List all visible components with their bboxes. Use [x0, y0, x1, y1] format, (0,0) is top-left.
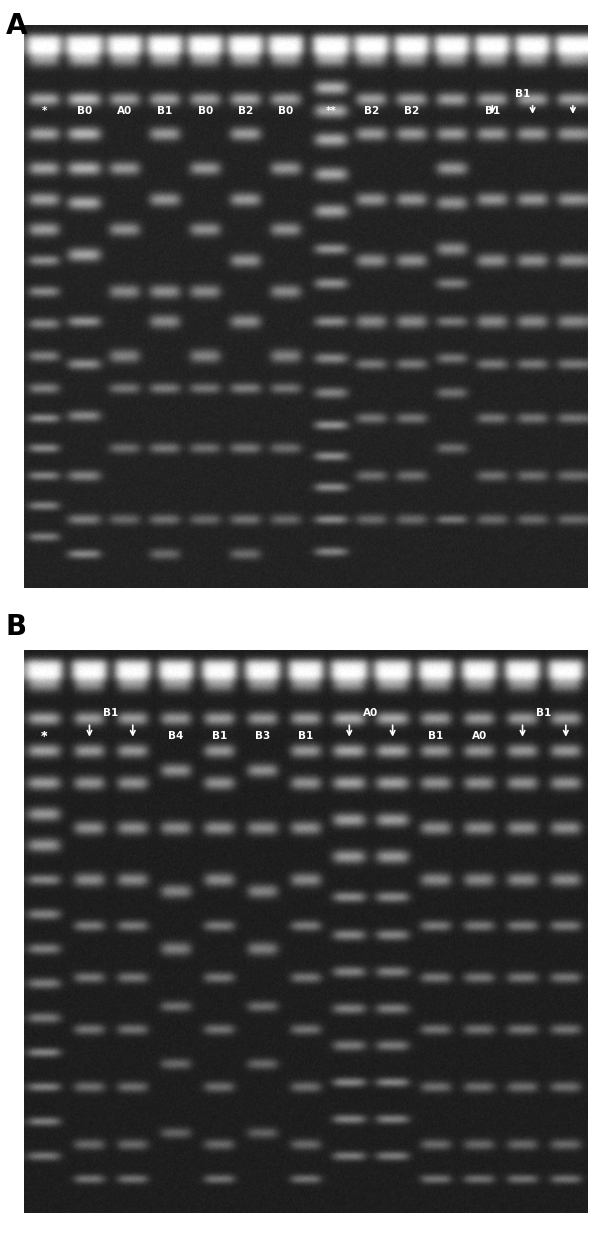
Text: B1: B1 — [515, 89, 530, 99]
Text: B: B — [6, 613, 27, 641]
Text: *: * — [41, 732, 47, 742]
Text: *: * — [41, 106, 47, 116]
Text: *: * — [41, 729, 47, 743]
Text: A0: A0 — [472, 732, 487, 742]
Text: B1: B1 — [536, 708, 551, 718]
Text: **: ** — [326, 106, 337, 116]
Text: A0: A0 — [117, 106, 133, 116]
Text: A: A — [6, 12, 28, 41]
Text: B3: B3 — [255, 732, 271, 742]
Text: B0: B0 — [77, 106, 92, 116]
Text: B1: B1 — [212, 732, 227, 742]
Text: B1: B1 — [428, 732, 443, 742]
Text: B1: B1 — [157, 106, 173, 116]
Text: B1: B1 — [103, 708, 118, 718]
Text: B1: B1 — [298, 732, 314, 742]
Text: B2: B2 — [404, 106, 419, 116]
Text: A0: A0 — [363, 708, 378, 718]
Text: B0: B0 — [278, 106, 293, 116]
Text: B0: B0 — [197, 106, 213, 116]
Text: B1: B1 — [485, 106, 500, 116]
Text: B2: B2 — [364, 106, 379, 116]
Text: B4: B4 — [169, 732, 184, 742]
Text: B2: B2 — [238, 106, 253, 116]
